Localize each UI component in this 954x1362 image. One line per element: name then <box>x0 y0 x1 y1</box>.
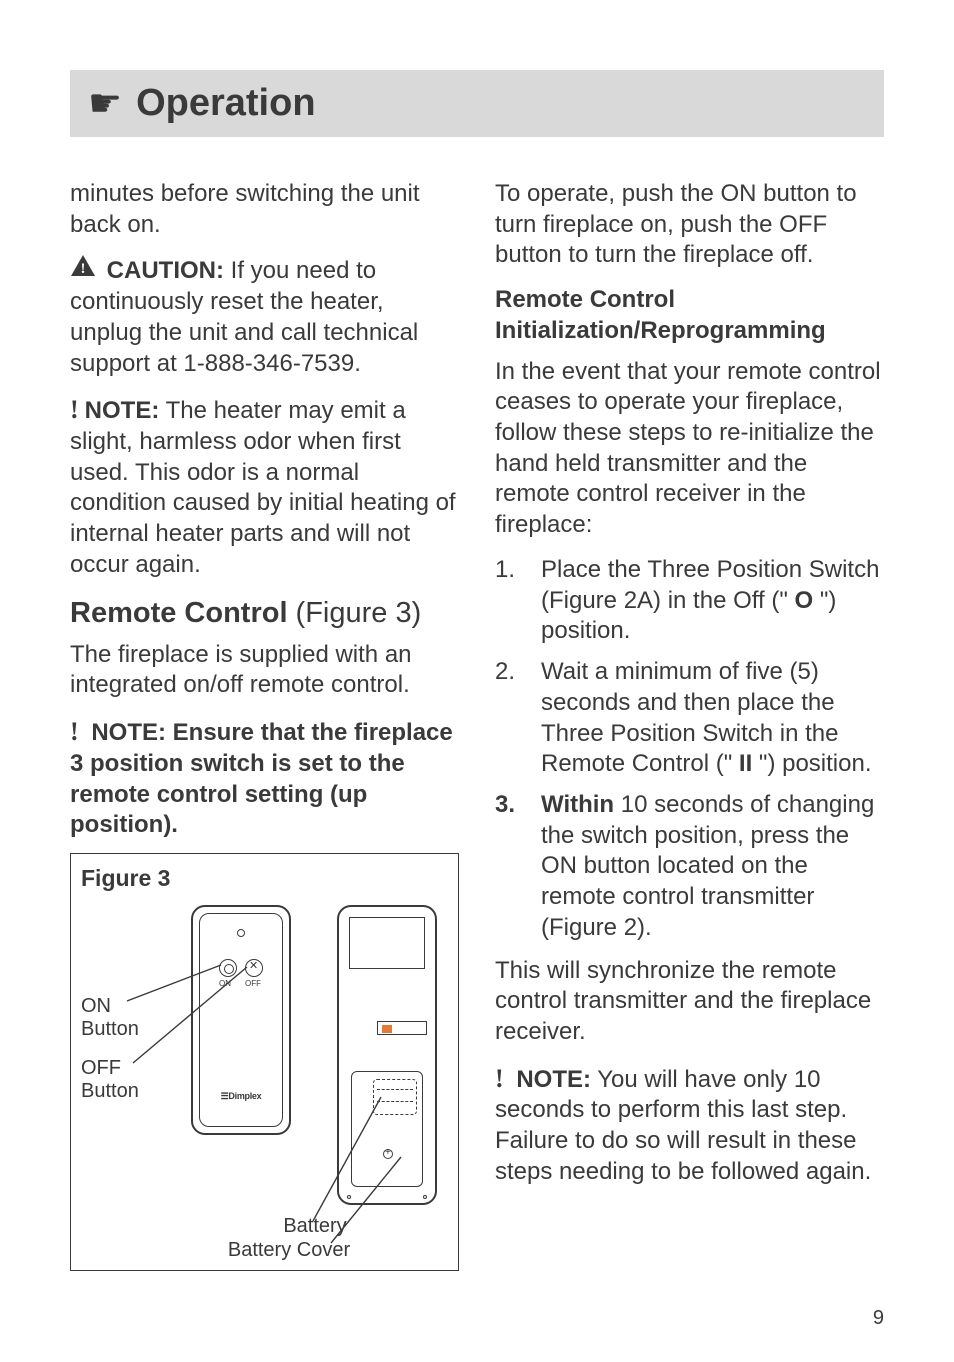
caution-label: CAUTION: <box>107 257 224 284</box>
left-column: minutes before switching the unit back o… <box>70 179 459 1271</box>
init-intro: In the event that your remote control ce… <box>495 357 884 541</box>
figure-title: Figure 3 <box>81 864 448 893</box>
init-heading: Remote Control Initialization/Reprogramm… <box>495 285 884 346</box>
section-header: ☛ Operation <box>70 70 884 137</box>
on-mini-label: ON <box>219 979 231 989</box>
remote-control-heading: Remote Control (Figure 3) <box>70 595 459 632</box>
page-number: 9 <box>873 1307 884 1330</box>
heading-paren: (Figure 3) <box>288 597 422 629</box>
step-number: 3. <box>495 790 541 944</box>
figure-3-diagram: ON OFF ☰Dimplex <box>81 899 448 1259</box>
right-column: To operate, push the ON button to turn f… <box>495 179 884 1271</box>
note-3-block: ! NOTE: You will have only 10 seconds to… <box>495 1062 884 1188</box>
remote-front-view: ON OFF ☰Dimplex <box>191 905 291 1135</box>
heading-text: Remote Control <box>70 597 288 629</box>
on-button-label: ON Button <box>81 995 139 1041</box>
off-button-label: OFF Button <box>81 1057 139 1103</box>
remote-intro: The fireplace is supplied with an integr… <box>70 640 459 701</box>
svg-text:!: ! <box>81 261 86 277</box>
step-3: 3. Within 10 seconds of changing the swi… <box>495 790 884 944</box>
step-number: 1. <box>495 555 541 647</box>
pointing-hand-icon: ☛ <box>88 85 122 123</box>
warning-triangle-icon: ! <box>70 254 96 287</box>
step-2: 2. Wait a minimum of five (5) seconds an… <box>495 657 884 780</box>
step-body: Wait a minimum of five (5) seconds and t… <box>541 657 884 780</box>
note-2-block: ! NOTE: Ensure that the fireplace 3 posi… <box>70 715 459 841</box>
note-1-label: NOTE: <box>85 397 160 424</box>
caution-block: ! CAUTION: If you need to continuously r… <box>70 254 459 379</box>
remote-back-view <box>337 905 437 1205</box>
battery-cover-label: Battery Cover <box>199 1239 379 1262</box>
step-1: 1. Place the Three Position Switch (Figu… <box>495 555 884 647</box>
battery-outline-icon <box>373 1079 417 1115</box>
sync-para: This will synchronize the remote control… <box>495 956 884 1048</box>
note-3-label: NOTE: <box>516 1066 591 1093</box>
exclamation-icon: ! <box>70 715 79 748</box>
step-body: Within 10 seconds of changing the switch… <box>541 790 884 944</box>
note-1-block: !NOTE: The heater may emit a slight, har… <box>70 393 459 580</box>
step-number: 2. <box>495 657 541 780</box>
battery-bar-icon <box>377 1021 427 1035</box>
off-mini-label: OFF <box>245 979 261 989</box>
init-steps: 1. Place the Three Position Switch (Figu… <box>495 555 884 944</box>
note-1-body: The heater may emit a slight, harmless o… <box>70 397 456 578</box>
para-continuation: minutes before switching the unit back o… <box>70 179 459 240</box>
step-body: Place the Three Position Switch (Figure … <box>541 555 884 647</box>
section-title: Operation <box>136 82 315 125</box>
battery-label: Battery <box>255 1215 375 1238</box>
sticker-icon <box>349 917 425 969</box>
exclamation-icon: ! <box>495 1062 504 1095</box>
exclamation-icon: ! <box>70 393 79 426</box>
figure-3: Figure 3 ON OFF ☰Dimplex <box>70 853 459 1271</box>
operate-para: To operate, push the ON button to turn f… <box>495 179 884 271</box>
brand-label: ☰Dimplex <box>191 1091 291 1103</box>
note-2-body: NOTE: Ensure that the fireplace 3 positi… <box>70 719 453 838</box>
